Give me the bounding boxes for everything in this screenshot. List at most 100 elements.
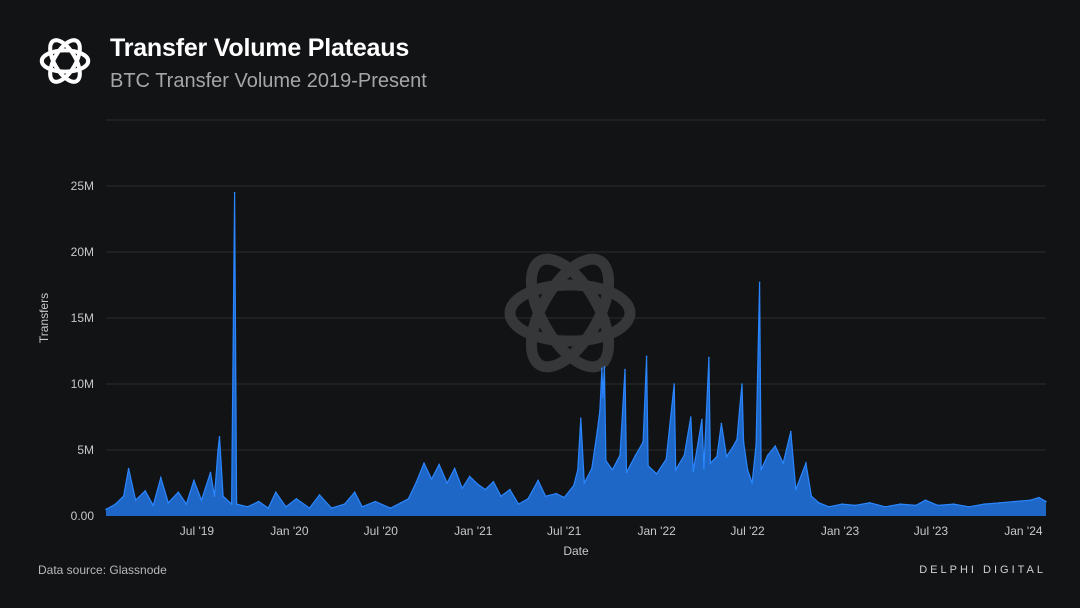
data-point bbox=[828, 506, 830, 508]
data-point bbox=[673, 383, 675, 385]
data-point bbox=[105, 508, 107, 511]
data-point bbox=[285, 506, 287, 508]
data-point bbox=[841, 503, 843, 505]
series-layer bbox=[105, 191, 1047, 516]
x-tick-label: Jan '20 bbox=[270, 524, 309, 538]
data-point bbox=[537, 479, 539, 482]
data-point bbox=[235, 503, 238, 505]
x-axis: Jul '19 Jan '20 Jul '20 Jan '21 Jul '21 Jan '… bbox=[180, 524, 1043, 538]
data-point bbox=[766, 454, 769, 457]
data-point bbox=[868, 502, 871, 504]
data-point bbox=[619, 454, 621, 457]
data-point bbox=[1029, 499, 1032, 502]
data-point bbox=[134, 499, 137, 502]
data-point bbox=[563, 496, 565, 499]
x-axis-label: Date bbox=[563, 544, 589, 558]
data-point bbox=[438, 463, 440, 466]
data-point bbox=[484, 488, 487, 491]
data-point bbox=[246, 506, 249, 508]
data-point bbox=[193, 479, 195, 482]
data-point bbox=[407, 498, 410, 500]
data-point bbox=[423, 462, 425, 465]
data-point bbox=[605, 459, 607, 462]
data-point bbox=[782, 462, 784, 465]
data-point bbox=[185, 503, 188, 505]
y-tick-label: 20M bbox=[71, 245, 94, 259]
data-point bbox=[500, 495, 502, 498]
data-point bbox=[611, 469, 614, 471]
data-point bbox=[213, 495, 216, 498]
x-tick-label: Jul '20 bbox=[364, 524, 399, 538]
data-point bbox=[353, 491, 356, 494]
data-point bbox=[430, 478, 433, 480]
data-point bbox=[555, 492, 557, 495]
x-tick-label: Jul '19 bbox=[180, 524, 215, 538]
data-point bbox=[222, 495, 224, 498]
data-point bbox=[999, 502, 1001, 504]
data-point bbox=[725, 455, 728, 458]
data-source-note: Data source: Glassnode bbox=[38, 563, 167, 577]
data-point bbox=[884, 506, 886, 508]
x-tick-label: Jul '22 bbox=[730, 524, 765, 538]
chart-subtitle: BTC Transfer Volume 2019-Present bbox=[110, 70, 427, 92]
x-tick-label: Jan '22 bbox=[637, 524, 676, 538]
data-point bbox=[601, 367, 603, 370]
data-point bbox=[209, 471, 212, 474]
data-point bbox=[690, 416, 692, 418]
data-point bbox=[477, 483, 479, 486]
data-point bbox=[703, 467, 705, 470]
data-point bbox=[468, 475, 471, 478]
data-point bbox=[461, 487, 464, 490]
data-point bbox=[774, 445, 776, 447]
data-point bbox=[818, 502, 820, 504]
data-point bbox=[674, 469, 677, 471]
data-point bbox=[805, 462, 807, 465]
data-point bbox=[114, 503, 117, 505]
data-point bbox=[625, 471, 628, 474]
data-point bbox=[716, 455, 718, 458]
data-point bbox=[1038, 496, 1040, 499]
data-point bbox=[755, 443, 757, 446]
y-tick-label: 10M bbox=[71, 377, 94, 391]
data-point bbox=[795, 488, 797, 491]
data-point bbox=[899, 503, 902, 505]
data-point bbox=[544, 495, 547, 498]
x-tick-label: Jul '21 bbox=[547, 524, 582, 538]
data-point bbox=[295, 498, 298, 500]
y-tick-label: 5M bbox=[77, 443, 94, 457]
data-point bbox=[746, 469, 749, 471]
x-tick-label: Jul '23 bbox=[914, 524, 949, 538]
data-point bbox=[200, 499, 203, 502]
y-tick-label: 25M bbox=[71, 179, 94, 193]
data-point bbox=[275, 491, 277, 494]
data-point bbox=[374, 500, 377, 503]
data-point bbox=[760, 469, 762, 471]
data-point bbox=[751, 482, 753, 484]
data-point bbox=[233, 191, 236, 194]
data-point bbox=[580, 417, 582, 420]
data-point bbox=[152, 504, 154, 507]
data-point bbox=[330, 507, 333, 509]
data-point bbox=[647, 465, 649, 467]
data-point bbox=[389, 507, 392, 509]
grid-lines bbox=[106, 119, 1046, 451]
data-point bbox=[591, 467, 593, 470]
brand-wordmark: DELPHI DIGITAL bbox=[919, 564, 1046, 576]
x-tick-label: Jan '24 bbox=[1004, 524, 1043, 538]
data-point bbox=[736, 438, 738, 441]
data-point bbox=[160, 476, 162, 479]
chart-title: Transfer Volume Plateaus bbox=[110, 34, 410, 62]
data-point bbox=[267, 507, 270, 509]
data-point bbox=[453, 467, 456, 470]
data-point bbox=[968, 506, 970, 508]
data-point bbox=[218, 436, 221, 438]
data-point bbox=[634, 454, 637, 457]
data-point bbox=[122, 495, 125, 498]
data-point bbox=[738, 409, 741, 412]
data-point bbox=[400, 502, 402, 504]
data-point bbox=[318, 494, 321, 496]
data-point bbox=[790, 430, 792, 433]
data-point bbox=[217, 449, 219, 451]
data-point bbox=[415, 480, 418, 483]
